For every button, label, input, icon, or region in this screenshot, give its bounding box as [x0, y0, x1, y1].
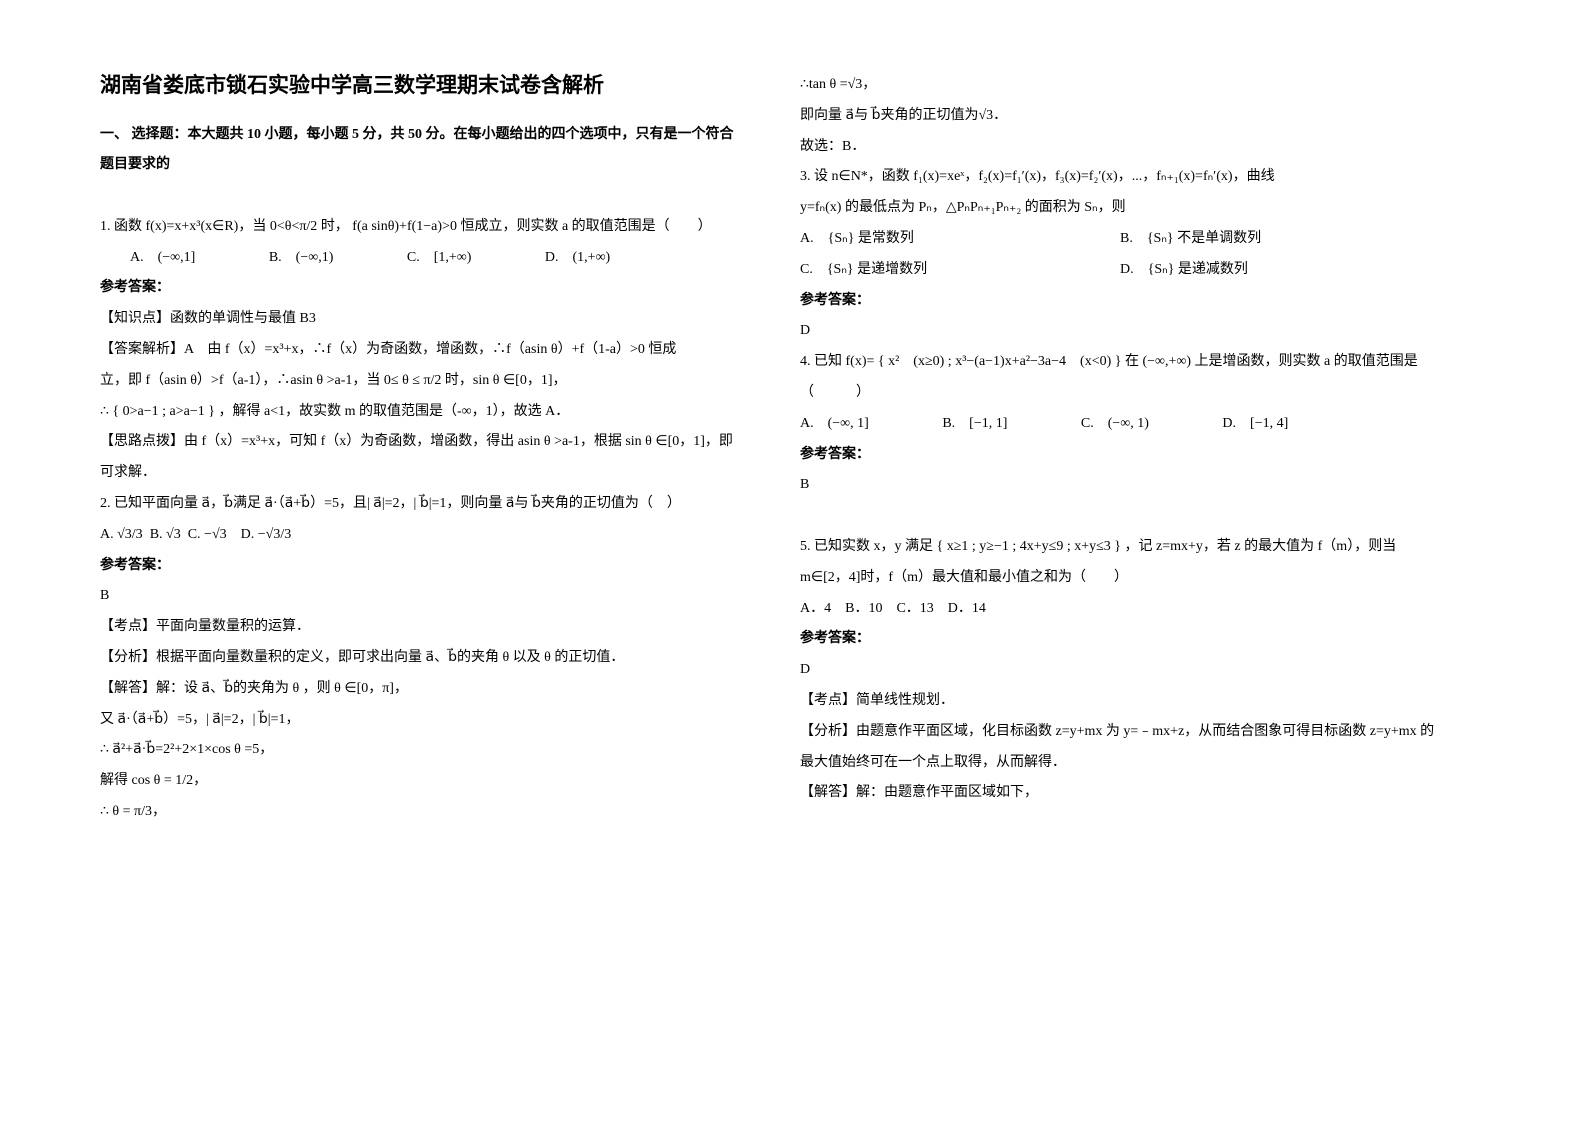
q1-C: C. [1,+∞) — [407, 243, 472, 274]
q5-kp: 【考点】简单线性规划． — [800, 686, 1440, 717]
q2-C: C. −√3 — [188, 527, 227, 542]
q4-B: B. [−1, 1] — [942, 409, 1007, 440]
q5-stem2: { x≥1 ; y≥−1 ; 4x+y≤9 ; x+y≤3 } — [937, 539, 1122, 554]
q4-C: C. (−∞, 1) — [1081, 409, 1149, 440]
q1-sol3: ∴ { 0>a−1 ; a>a−1 } ，解得 a<1，故实数 m 的取值范围是… — [100, 397, 740, 428]
right-column: ∴tan θ =√3， 即向量 a⃗与 b⃗夹角的正切值为√3． 故选：B． 3… — [800, 70, 1440, 828]
title: 湖南省娄底市锁石实验中学高三数学理期末试卷含解析 — [100, 70, 740, 102]
q5-stem1: 5. 已知实数 x，y 满足 — [800, 539, 933, 554]
q4-D: D. [−1, 4] — [1222, 409, 1288, 440]
part1-head: 一、 选择题：本大题共 10 小题，每小题 5 分，共 50 分。在每小题给出的… — [100, 120, 740, 182]
q2-s3: ∴ a⃗²+a⃗·b⃗=2²+2×1×cos θ =5， — [100, 735, 740, 766]
q1-stem-b: 0<θ<π/2 — [270, 219, 317, 234]
q3-answer-label: 参考答案： — [800, 286, 1440, 317]
q4-ans: B — [800, 470, 1440, 501]
q3-C: C. {Sₙ} 是递增数列 — [800, 255, 1120, 286]
q1-stem-a: 1. 函数 f(x)=x+x³(x∈R)，当 — [100, 219, 266, 234]
q2-D: D. −√3/3 — [241, 527, 292, 542]
q3-stem2: y=fₙ(x) 的最低点为 Pₙ，△PₙPₙ₊₁Pₙ₊₂ 的面积为 Sₙ，则 — [800, 193, 1440, 224]
q1-options: A. (−∞,1] B. (−∞,1) C. [1,+∞) D. (1,+∞) — [100, 243, 740, 274]
q2-s5: ∴ θ = π/3， — [100, 797, 740, 828]
q2-ans: B — [100, 581, 740, 612]
q4-paren: （ ） — [800, 378, 1440, 409]
q3-A: A. {Sₙ} 是常数列 — [800, 224, 1120, 255]
left-column: 湖南省娄底市锁石实验中学高三数学理期末试卷含解析 一、 选择题：本大题共 10 … — [100, 70, 740, 828]
q3-D: D. {Sₙ} 是递减数列 — [1120, 255, 1440, 286]
q1-A: A. (−∞,1] — [130, 243, 195, 274]
q1-sol1: 【答案解析】A 由 f（x）=x³+x，∴f（x）为奇函数，增函数，∴f（asi… — [100, 335, 740, 366]
q5-ans: D — [800, 655, 1440, 686]
q1-sol3a: ∴ — [100, 404, 109, 419]
q5-stem: 5. 已知实数 x，y 满足 { x≥1 ; y≥−1 ; 4x+y≤9 ; x… — [800, 532, 1440, 594]
q1-stem-c: 时， f(a sinθ)+f(1−a)>0 恒成立，则实数 a 的取值范围是（ … — [321, 219, 712, 234]
q4-stem2: f(x)= { x² (x≥0) ; x³−(a−1)x+a²−3a−4 (x<… — [846, 354, 1122, 369]
q3-stem1: 3. 设 n∈N*，函数 f₁(x)=xeˣ，f₂(x)=f₁′(x)，f₃(x… — [800, 162, 1440, 193]
q1-sol2: 立，即 f（asin θ）>f（a-1），∴asin θ >a-1，当 0≤ θ… — [100, 366, 740, 397]
q1-kp: 【知识点】函数的单调性与最值 B3 — [100, 304, 740, 335]
q2-A: A. √3/3 — [100, 527, 143, 542]
q4-options: A. (−∞, 1] B. [−1, 1] C. (−∞, 1) D. [−1,… — [800, 409, 1440, 440]
q3-ans: D — [800, 316, 1440, 347]
q4-stem1: 4. 已知 — [800, 354, 842, 369]
q1-B: B. (−∞,1) — [269, 243, 334, 274]
q3-B: B. {Sₙ} 不是单调数列 — [1120, 224, 1440, 255]
q2-s4: 解得 cos θ = 1/2， — [100, 766, 740, 797]
q2-options: A. √3/3 B. √3 C. −√3 D. −√3/3 — [100, 520, 740, 551]
q1-sol4: 【思路点拨】由 f（x）=x³+x，可知 f（x）为奇函数，增函数，得出 asi… — [100, 427, 740, 489]
q2-an: 【分析】根据平面向量数量积的定义，即可求出向量 a⃗、b⃗的夹角 θ 以及 θ … — [100, 643, 740, 674]
q3-options: A. {Sₙ} 是常数列 B. {Sₙ} 不是单调数列 C. {Sₙ} 是递增数… — [800, 224, 1440, 286]
q2-answer-label: 参考答案： — [100, 551, 740, 582]
q5-answer-label: 参考答案： — [800, 624, 1440, 655]
q5-an: 【分析】由题意作平面区域，化目标函数 z=y+mx 为 y=﹣mx+z，从而结合… — [800, 717, 1440, 779]
q2-s2: 又 a⃗·（a⃗+b⃗）=5，| a⃗|=2，| b⃗|=1， — [100, 705, 740, 736]
q1-answer-label: 参考答案： — [100, 273, 740, 304]
q4-answer-label: 参考答案： — [800, 440, 1440, 471]
q2-B: B. √3 — [150, 527, 181, 542]
r-s1: ∴tan θ =√3， — [800, 70, 1440, 101]
q1-D: D. (1,+∞) — [545, 243, 610, 274]
q4-A: A. (−∞, 1] — [800, 409, 869, 440]
r-s3: 故选：B． — [800, 132, 1440, 163]
q4-stem3: 在 (−∞,+∞) 上是增函数，则实数 a 的取值范围是 — [1125, 354, 1418, 369]
q1-sol3b: { 0>a−1 ; a>a−1 } — [112, 404, 215, 419]
q2-stem: 2. 已知平面向量 a⃗，b⃗满足 a⃗·（a⃗+b⃗）=5，且| a⃗|=2，… — [100, 489, 740, 520]
q1-sol3c: ，解得 a<1，故实数 m 的取值范围是（-∞，1），故选 A． — [218, 404, 569, 419]
q2-s1: 【解答】解：设 a⃗、b⃗的夹角为 θ ，则 θ ∈[0，π]， — [100, 674, 740, 705]
q4-stem: 4. 已知 f(x)= { x² (x≥0) ; x³−(a−1)x+a²−3a… — [800, 347, 1440, 378]
r-s2: 即向量 a⃗与 b⃗夹角的正切值为√3． — [800, 101, 1440, 132]
q2-kp: 【考点】平面向量数量积的运算． — [100, 612, 740, 643]
q5-opts: A．4 B．10 C．13 D．14 — [800, 594, 1440, 625]
q1-stem: 1. 函数 f(x)=x+x³(x∈R)，当 0<θ<π/2 时， f(a si… — [100, 212, 740, 243]
q5-s1: 【解答】解：由题意作平面区域如下， — [800, 778, 1440, 809]
